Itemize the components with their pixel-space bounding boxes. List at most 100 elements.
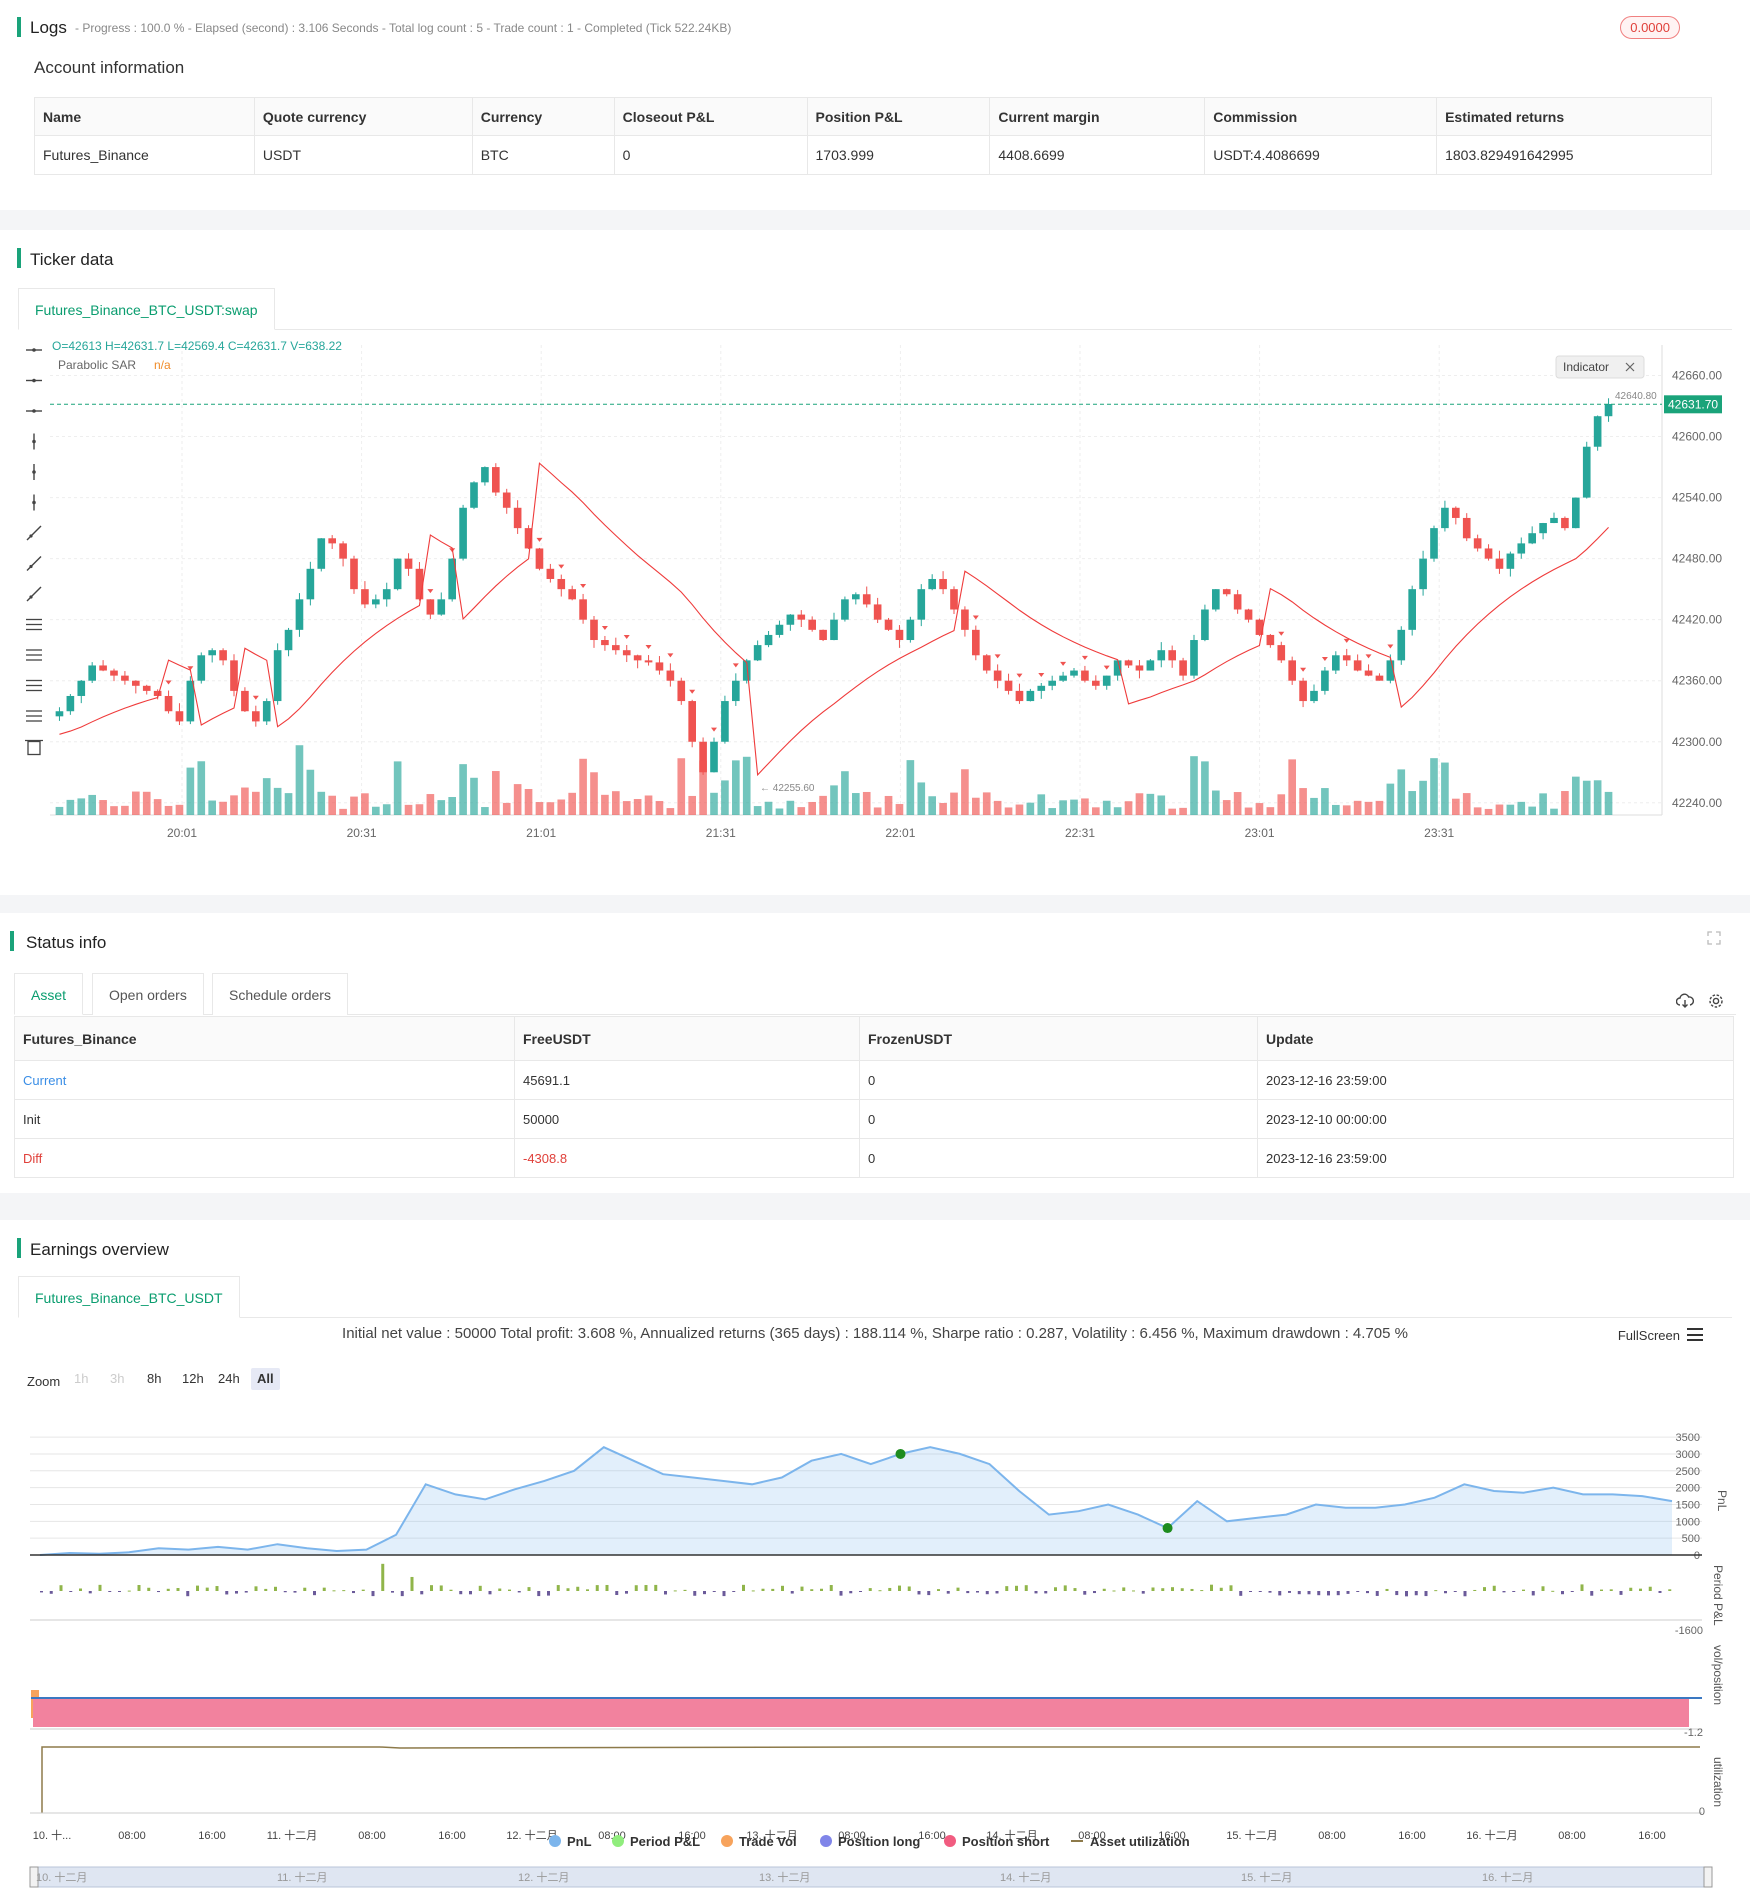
legend-item[interactable]: PnL — [549, 1834, 592, 1849]
legend-swatch[interactable] — [721, 1835, 733, 1847]
x-tick-label: 08:00 — [1078, 1830, 1106, 1842]
tab-asset[interactable]: Asset — [14, 973, 84, 1015]
pnl-tick-label: 1500 — [1676, 1499, 1700, 1511]
period-bar — [1502, 1591, 1506, 1593]
zoom-8h[interactable]: 8h — [147, 1371, 162, 1386]
period-bar — [1190, 1588, 1194, 1591]
earnings-chart[interactable]: 3500 3000 2500 2000 1500 1000 500 0 PnL -1600 Peri… — [0, 1405, 1750, 1895]
period-bar — [566, 1588, 570, 1591]
period-bar — [508, 1589, 511, 1591]
period-bar — [907, 1586, 911, 1591]
fullscreen-button[interactable]: FullScreen — [1617, 1328, 1680, 1343]
parallel-channel-icon[interactable] — [26, 649, 42, 661]
period-bar — [313, 1591, 316, 1596]
horizontal-line-icon[interactable] — [26, 348, 42, 352]
layers-icon[interactable] — [26, 710, 42, 722]
period-bar — [293, 1591, 297, 1593]
candle-body — [808, 619, 816, 630]
volume-bar — [982, 792, 991, 815]
volume-bar — [121, 805, 129, 815]
legend-swatch[interactable] — [944, 1835, 956, 1847]
collapse-icon[interactable] — [1625, 362, 1635, 372]
volume-bar — [819, 795, 827, 815]
volume-bar — [1212, 790, 1220, 815]
volume-bar — [492, 771, 500, 815]
legend-swatch[interactable] — [612, 1835, 624, 1847]
indicator-button-label[interactable]: Indicator — [1563, 360, 1609, 374]
period-bar — [118, 1591, 121, 1592]
section-accent — [10, 931, 14, 951]
zoom-24h[interactable]: 24h — [218, 1371, 240, 1386]
legend-item[interactable]: Position short — [944, 1834, 1050, 1849]
vertical-segment-icon[interactable] — [32, 494, 36, 511]
legend-label[interactable]: Asset utilization — [1090, 1834, 1190, 1849]
candle-body — [132, 680, 140, 686]
trend-segment-icon[interactable] — [26, 586, 42, 602]
trash-icon[interactable] — [25, 739, 43, 756]
candle-body — [153, 690, 162, 696]
zoom-all[interactable]: All — [251, 1368, 280, 1390]
horizontal-segment-icon[interactable] — [26, 409, 42, 413]
candle-body — [1419, 558, 1427, 590]
volume-bar — [1528, 806, 1536, 815]
navigator-handle-left[interactable] — [29, 1866, 39, 1888]
account-cell: Futures_Binance — [34, 135, 255, 175]
tab-schedule-orders[interactable]: Schedule orders — [212, 973, 348, 1015]
legend-item[interactable]: Trade Vol — [721, 1834, 797, 1849]
volume-bar — [1593, 780, 1602, 815]
navigator-handle-right[interactable] — [1703, 1866, 1713, 1888]
candle-body — [993, 670, 1002, 681]
tab-ticker-symbol[interactable]: Futures_Binance_BTC_USDT:swap — [18, 288, 275, 330]
settings-icon[interactable] — [1708, 993, 1724, 1009]
period-bar — [176, 1588, 180, 1591]
col-update: Update — [1257, 1016, 1734, 1061]
candle-body — [1157, 650, 1166, 661]
period-bar — [1395, 1591, 1399, 1596]
period-bar — [1297, 1591, 1301, 1595]
zoom-12h[interactable]: 12h — [182, 1371, 204, 1386]
indicator-button-bg[interactable] — [1555, 355, 1645, 379]
menu-icon[interactable] — [1687, 1328, 1703, 1341]
vertical-ray-icon[interactable] — [32, 464, 36, 480]
pnl-tick-label: 2000 — [1676, 1483, 1700, 1495]
legend-label[interactable]: Position long — [838, 1834, 920, 1849]
tab-open-orders[interactable]: Open orders — [92, 973, 204, 1015]
zoom-3h[interactable]: 3h — [110, 1371, 125, 1386]
legend-label[interactable]: Position short — [962, 1834, 1050, 1849]
volume-bar — [950, 792, 958, 815]
period-bar — [1522, 1589, 1525, 1591]
period-bar — [1210, 1584, 1213, 1591]
period-bar — [1424, 1591, 1428, 1597]
legend-label[interactable]: Trade Vol — [739, 1834, 797, 1849]
legend-item[interactable]: Asset utilization — [1071, 1834, 1190, 1849]
vertical-line-icon[interactable] — [32, 433, 36, 450]
zoom-1h[interactable]: 1h — [74, 1371, 89, 1386]
drawing-toolbar — [25, 348, 43, 756]
legend-item[interactable]: Period P&L — [612, 1834, 700, 1849]
fib-icon[interactable] — [26, 679, 42, 692]
period-bar — [40, 1591, 43, 1593]
legend-label[interactable]: PnL — [567, 1834, 592, 1849]
candle-body — [1146, 660, 1155, 671]
horizontal-ray-icon[interactable] — [26, 378, 42, 383]
candle-body — [1222, 589, 1231, 595]
cloud-download-icon[interactable] — [1676, 993, 1694, 1009]
volume-bar — [175, 804, 184, 815]
legend-swatch[interactable] — [820, 1835, 832, 1847]
legend-label[interactable]: Period P&L — [630, 1834, 700, 1849]
candle-body — [1550, 517, 1558, 524]
candlestick-chart[interactable]: 42660.00 42600.00 42540.00 42480.00 42420.00… — [0, 335, 1750, 915]
volume-bar — [1408, 791, 1416, 815]
trend-ray-icon[interactable] — [26, 556, 42, 571]
legend-swatch[interactable] — [549, 1835, 561, 1847]
y-tick-label: 42660.00 — [1672, 369, 1722, 383]
legend-item[interactable]: Position long — [820, 1834, 920, 1849]
candle-body — [1233, 594, 1242, 610]
trend-line-icon[interactable] — [26, 525, 42, 541]
indicator-value: n/a — [154, 358, 171, 372]
indicator-button[interactable]: Indicator — [1555, 355, 1645, 379]
tab-earnings-symbol[interactable]: Futures_Binance_BTC_USDT — [18, 1276, 240, 1318]
expand-icon[interactable] — [1707, 931, 1721, 945]
logs-badge[interactable]: 0.0000 — [1620, 16, 1680, 39]
price-label-icon[interactable] — [26, 618, 42, 631]
